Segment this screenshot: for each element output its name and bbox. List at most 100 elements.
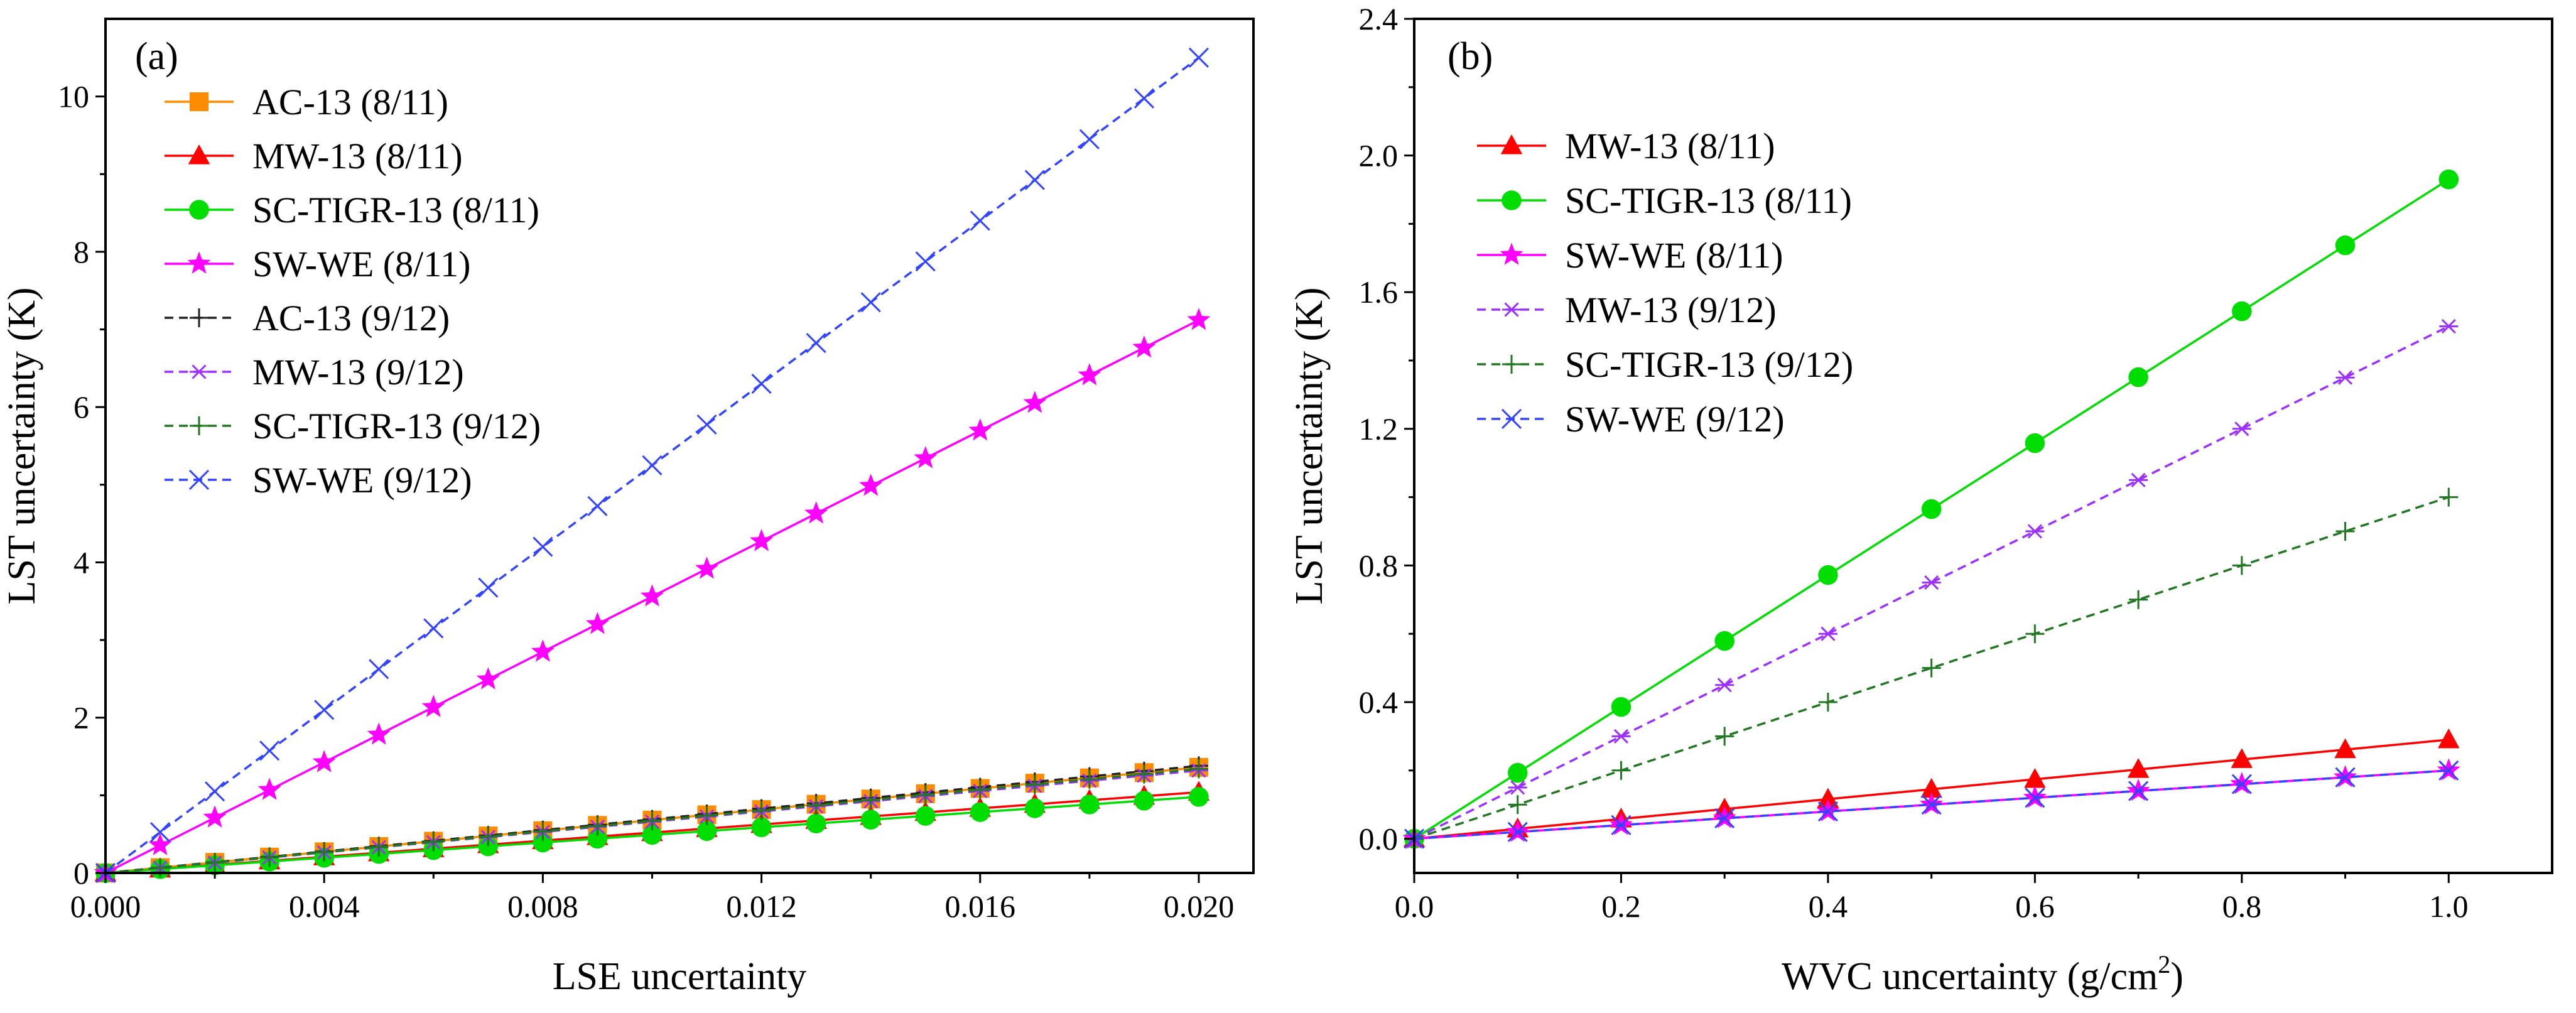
panel-b-data-point — [1714, 631, 1734, 651]
panel-b-x-tick-label: 0.2 — [1601, 889, 1641, 924]
panel-b-data-point — [1611, 696, 1632, 717]
panel-a-legend-label: SC-TIGR-13 (8/11) — [252, 190, 539, 230]
panel-a-data-point — [1024, 170, 1045, 190]
panel-b-data-point — [2025, 788, 2045, 808]
panel-b-legend-label: MW-13 (9/12) — [1565, 290, 1777, 330]
panel-a-data-point — [751, 374, 772, 394]
panel-a-legend-label: SW-WE (8/11) — [252, 244, 470, 284]
panel-b-data-point — [1921, 499, 1942, 519]
panel-a-data-point — [695, 556, 719, 579]
panel-b-legend-marker — [1502, 190, 1522, 210]
panel-b-data-point — [1818, 565, 1838, 585]
panel-a-data-point — [367, 722, 391, 745]
panel-b-chart: 0.0 0.2 0.4 0.6 0.8 1.00.00.40.81.21.62.02.4 … — [1288, 1, 2553, 998]
panel-a-data-point — [1080, 794, 1100, 815]
panel-a-legend-marker — [187, 251, 211, 274]
panel-a-data-point — [314, 700, 335, 720]
panel-b-data-point — [1714, 808, 1735, 829]
panel-b-data-point — [2334, 738, 2356, 759]
panel-b-data-point — [1817, 801, 1838, 822]
panel-b-legend-item: MW-13 (8/11) — [1477, 126, 1775, 166]
panel-a-data-point — [1188, 47, 1210, 68]
panel-a-label: (a) — [135, 35, 178, 78]
panel-b-data-point — [1508, 780, 1527, 795]
panel-b-y-tick-label: 1.2 — [1359, 411, 1399, 447]
panel-a-data-point — [149, 822, 171, 843]
panel-b-series-3 — [1405, 319, 2459, 847]
panel-a-x-tick-label: 0.000 — [70, 889, 141, 924]
panel-b-legend-marker — [1500, 242, 1523, 265]
panel-a-legend-label: MW-13 (8/11) — [252, 136, 463, 176]
panel-a-data-point — [203, 805, 227, 828]
panel-a-data-point — [696, 414, 717, 435]
panel-b-data-point — [1611, 761, 1631, 780]
panel-b-y-axis-label: LST uncertainty (K) — [1288, 287, 1331, 604]
panel-b-data-point — [2232, 556, 2251, 575]
panel-b-data-point — [2024, 767, 2046, 788]
panel-b-series-1 — [1404, 169, 2459, 849]
panel-a-data-point — [1134, 791, 1154, 811]
panel-b-data-point — [2438, 760, 2459, 781]
panel-a-legend-label: AC-13 (9/12) — [252, 298, 450, 339]
panel-a-data-point — [970, 780, 990, 799]
panel-a-data-point — [1025, 775, 1044, 794]
panel-b-data-point — [2335, 522, 2355, 541]
panel-a-data-point — [1187, 308, 1211, 330]
panel-b-data-point — [2438, 728, 2460, 749]
panel-a-data-point — [859, 474, 883, 496]
panel-a-data-point — [914, 446, 938, 469]
panel-b-legend-item: SC-TIGR-13 (9/12) — [1477, 344, 1853, 385]
panel-b-legend-marker — [1500, 134, 1523, 154]
panel-b-y-tick-label: 2.4 — [1359, 1, 1399, 36]
panel-a-plot-frame — [104, 18, 1255, 874]
panel-a-data-point — [1025, 798, 1045, 818]
panel-a-data-point — [533, 821, 553, 841]
panel-a-legend-label: MW-13 (9/12) — [252, 352, 464, 393]
panel-a-data-point — [1079, 129, 1100, 149]
panel-b-legend-label: SC-TIGR-13 (8/11) — [1565, 180, 1852, 221]
panel-a-legend-marker — [189, 200, 209, 220]
panel-a-data-point — [806, 796, 826, 815]
panel-a-legend-item: SC-TIGR-13 (8/11) — [165, 190, 539, 230]
panel-a-data-point — [369, 837, 389, 857]
panel-b-series-5 — [1404, 760, 2459, 849]
panel-a-legend-item: SC-TIGR-13 (9/12) — [165, 406, 541, 447]
panel-b-legend-label: SC-TIGR-13 (9/12) — [1565, 344, 1853, 385]
panel-a-x-tick-label: 0.016 — [945, 889, 1016, 924]
panel-a-legend-item: AC-13 (9/12) — [165, 298, 450, 339]
panel-b-data-point — [1611, 729, 1631, 744]
panel-b-data-point — [2025, 433, 2045, 453]
panel-a-data-point — [804, 501, 828, 524]
panel-b-data-point — [1508, 795, 1527, 815]
panel-a-data-point — [259, 740, 280, 761]
panel-a-data-point — [1189, 787, 1209, 807]
panel-b-data-point — [1921, 794, 1942, 815]
panel-a-data-point — [1189, 759, 1208, 779]
panel-b-data-point — [2439, 487, 2459, 507]
panel-b-data-point — [2025, 524, 2045, 539]
panel-a-data-point — [697, 806, 717, 825]
panel-a-legend-item: AC-13 (8/11) — [165, 82, 448, 122]
panel-a-data-point — [587, 828, 608, 849]
panel-a-data-point — [312, 750, 336, 772]
panel-a-legend-item: MW-13 (9/12) — [165, 352, 464, 393]
panel-a-data-point — [205, 781, 225, 802]
panel-b-y-tick-label: 0.0 — [1359, 821, 1399, 857]
panel-a-data-point — [860, 810, 881, 830]
panel-a-data-point — [752, 801, 771, 820]
panel-a-data-point — [968, 418, 992, 441]
panel-a-data-point — [915, 251, 936, 272]
panel-b-x-tick-label: 0.6 — [2015, 889, 2055, 924]
panel-b-x-tick-label: 1.0 — [2429, 889, 2469, 924]
panel-b-legend-item: SW-WE (8/11) — [1477, 235, 1783, 276]
panel-a-legend-label: SC-TIGR-13 (9/12) — [252, 406, 541, 447]
panel-b-data-point — [2232, 421, 2251, 436]
panel-a-data-point — [1080, 769, 1099, 789]
panel-b-legend-label: SW-WE (9/12) — [1565, 399, 1785, 440]
panel-a-legend-item: SW-WE (9/12) — [165, 460, 472, 501]
panel-b-series-line — [1414, 325, 2450, 840]
panel-b-legend-item: SC-TIGR-13 (8/11) — [1477, 180, 1852, 221]
panel-a-y-tick-label: 4 — [73, 544, 89, 580]
panel-b-data-point — [1817, 788, 1839, 808]
panel-a-data-point — [696, 821, 717, 842]
